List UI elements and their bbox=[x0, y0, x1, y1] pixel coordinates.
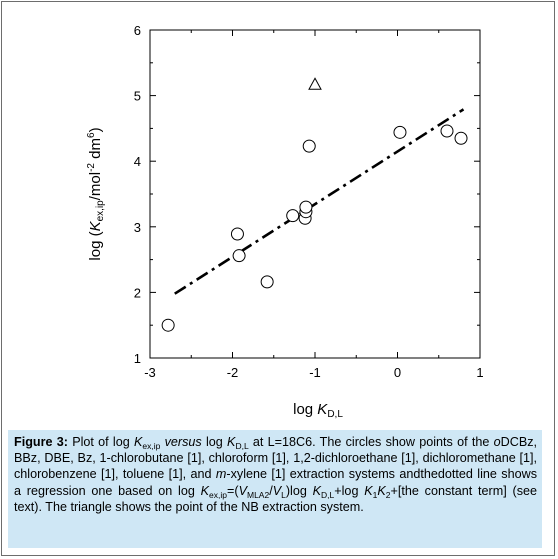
caption-text-5: DCBz, BBz, DBE, Bz, 1-chlorobutane [1], … bbox=[14, 435, 538, 482]
x-tick-label: -2 bbox=[227, 365, 239, 380]
data-point-circle bbox=[161, 318, 175, 332]
caption-text-11: +[the constant term] (see text). The tri… bbox=[14, 483, 538, 514]
caption-v2-sub: L bbox=[281, 489, 286, 500]
ticks bbox=[149, 29, 481, 359]
y-axis-title-sub: ex,ip bbox=[95, 200, 106, 222]
y-axis-title-suffix: ) bbox=[87, 127, 104, 132]
data-point-circle bbox=[230, 227, 244, 241]
y-axis-title-sup2: 6 bbox=[86, 132, 97, 138]
caption-k5: K bbox=[364, 483, 373, 498]
caption-text-6: -xylene [1] extraction systems andthedot… bbox=[14, 467, 537, 498]
caption-text-1: Plot of log bbox=[67, 435, 134, 449]
x-tick-labels: -3 -2 -1 0 1 bbox=[144, 365, 483, 380]
caption-label: Figure 3: bbox=[14, 435, 68, 449]
y-axis-title-sup1: -2 bbox=[86, 163, 97, 172]
x-tick-label: -3 bbox=[144, 365, 156, 380]
caption-k1-sub: ex,ip bbox=[142, 441, 161, 451]
data-point-circle bbox=[454, 131, 468, 145]
y-axis-title: log (Kex,ip/mol-2 dm6) bbox=[86, 127, 106, 260]
regression-line bbox=[174, 108, 465, 295]
data-point-circle bbox=[286, 209, 300, 223]
caption-text-8: / bbox=[269, 483, 273, 498]
caption-v1: V bbox=[238, 483, 247, 498]
figure-caption: Figure 3: Plot of log Kex,ip versus log … bbox=[8, 430, 542, 548]
caption-v1-sub: MLA2 bbox=[246, 489, 270, 500]
caption-k2-sub: D,L bbox=[235, 441, 249, 451]
data-point-circle bbox=[232, 249, 246, 263]
x-tick-label: 0 bbox=[394, 365, 401, 380]
y-axis-title-var: K bbox=[87, 220, 104, 231]
caption-text-10: +log bbox=[334, 483, 365, 498]
y-tick-label: 2 bbox=[134, 285, 141, 300]
y-tick-labels: 1 2 3 4 5 6 bbox=[134, 23, 141, 366]
caption-k5-sub: 1 bbox=[372, 489, 378, 500]
caption-k2: K bbox=[227, 435, 236, 449]
caption-text-7: =( bbox=[227, 483, 239, 498]
data-point-triangle bbox=[308, 77, 322, 90]
y-tick-label: 3 bbox=[134, 220, 141, 235]
caption-o: o bbox=[493, 435, 501, 449]
caption-k3: K bbox=[200, 483, 210, 498]
caption-text-4: at L=18C6. The circles show points of th… bbox=[248, 435, 494, 449]
x-axis-title-var: K bbox=[317, 401, 328, 418]
data-point-circle bbox=[440, 124, 454, 138]
x-axis-title: log KD,L bbox=[293, 401, 343, 420]
caption-k6: K bbox=[377, 483, 386, 498]
data-points bbox=[161, 77, 468, 332]
x-axis-title-sub: D,L bbox=[327, 409, 343, 420]
caption-k4: K bbox=[312, 483, 322, 498]
y-axis-title-prefix: log ( bbox=[87, 231, 104, 260]
x-axis-title-prefix: log bbox=[293, 401, 317, 418]
data-point-circle bbox=[302, 139, 316, 153]
y-axis-title-mid2: dm bbox=[87, 138, 104, 163]
caption-text-9: )log bbox=[285, 483, 313, 498]
data-point-circle bbox=[393, 125, 407, 139]
caption-k6-sub: 2 bbox=[385, 489, 391, 500]
y-tick-label: 5 bbox=[134, 89, 141, 104]
y-tick-label: 6 bbox=[134, 23, 141, 38]
x-tick-label: 1 bbox=[476, 365, 483, 380]
caption-k4-sub: D,L bbox=[321, 489, 335, 500]
caption-m: m bbox=[215, 467, 227, 482]
x-tick-label: -1 bbox=[309, 365, 321, 380]
caption-k3-sub: ex,ip bbox=[209, 489, 228, 500]
caption-text-3: log bbox=[201, 435, 228, 449]
y-axis-title-mid: /mol bbox=[87, 172, 104, 200]
caption-versus: versus bbox=[164, 435, 202, 449]
caption-k1: K bbox=[133, 435, 143, 449]
data-point-circle bbox=[299, 200, 313, 214]
y-tick-label: 1 bbox=[134, 351, 141, 366]
caption-v2: V bbox=[272, 483, 282, 498]
data-point-circle bbox=[260, 275, 274, 289]
y-tick-label: 4 bbox=[134, 154, 141, 169]
